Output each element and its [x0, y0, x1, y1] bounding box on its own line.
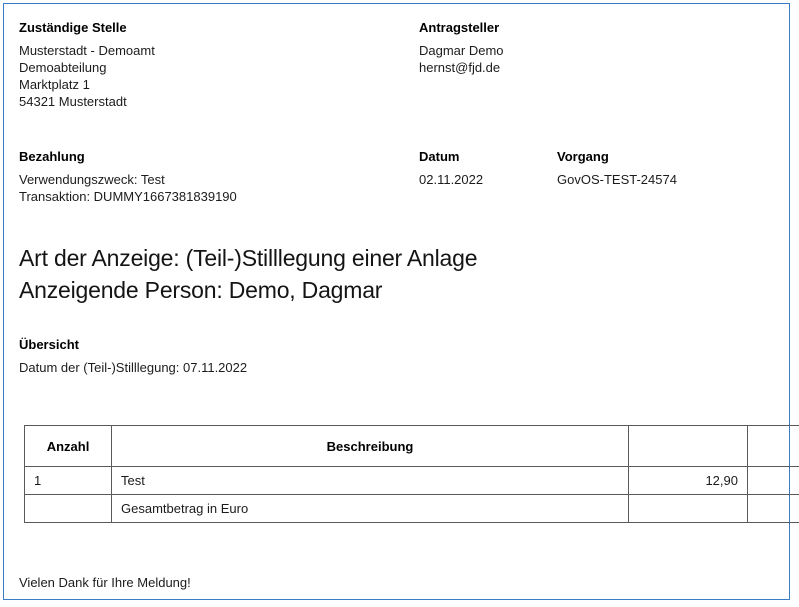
- cell-line-total: 12,90: [747, 466, 799, 495]
- header-description: Beschreibung: [111, 425, 629, 467]
- cell-description: Test: [111, 466, 629, 495]
- case-number: GovOS-TEST-24574: [557, 172, 677, 187]
- date-value: 02.11.2022: [419, 172, 484, 187]
- authority-line-2: Demoabteilung: [19, 60, 107, 75]
- header-quantity: Anzahl: [24, 425, 112, 467]
- date-heading: Datum: [419, 149, 460, 164]
- table-row: 1 Test 12,90 12,90: [24, 466, 799, 495]
- applicant-block: Antragsteller Dagmar Demo hernst@fjd.de: [419, 20, 504, 76]
- document-page: Zuständige Stelle Musterstadt - Demoamt …: [3, 3, 799, 600]
- authority-line-4: 54321 Musterstadt: [19, 94, 127, 109]
- title-line-type: Art der Anzeige: (Teil-)Stilllegung eine…: [19, 245, 478, 271]
- header-unit-price: [628, 425, 748, 467]
- payment-block: Bezahlung Verwendungszweck: Test Transak…: [19, 149, 237, 205]
- table-header-row: Anzahl Beschreibung: [24, 425, 799, 467]
- table-total-row: Gesamtbetrag in Euro 12,90: [24, 494, 799, 523]
- thanks-message: Vielen Dank für Ihre Meldung!: [19, 575, 191, 590]
- total-label: Gesamtbetrag in Euro: [111, 494, 629, 523]
- document-title: Art der Anzeige: (Teil-)Stilllegung eine…: [19, 242, 478, 306]
- authority-line-1: Musterstadt - Demoamt: [19, 43, 155, 58]
- date-block: Datum 02.11.2022: [419, 149, 483, 188]
- total-cell-quantity: [24, 494, 112, 523]
- applicant-heading: Antragsteller: [419, 20, 500, 35]
- header-line-total: [747, 425, 799, 467]
- overview-heading: Übersicht: [19, 337, 79, 352]
- total-cell-unit: [628, 494, 748, 523]
- case-heading: Vorgang: [557, 149, 609, 164]
- authority-block: Zuständige Stelle Musterstadt - Demoamt …: [19, 20, 155, 110]
- cell-quantity: 1: [24, 466, 112, 495]
- applicant-name: Dagmar Demo: [419, 43, 504, 58]
- payment-purpose: Verwendungszweck: Test: [19, 172, 165, 187]
- payment-transaction: Transaktion: DUMMY1667381839190: [19, 189, 237, 204]
- fee-table: Anzahl Beschreibung 1 Test 12,90 12,90 G…: [24, 425, 799, 523]
- authority-heading: Zuständige Stelle: [19, 20, 127, 35]
- fee-table-head: Anzahl Beschreibung: [24, 425, 799, 467]
- overview-block: Übersicht Datum der (Teil-)Stilllegung: …: [19, 337, 247, 376]
- total-amount: 12,90: [747, 494, 799, 523]
- footer-block: Vielen Dank für Ihre Meldung!: [19, 574, 191, 592]
- cell-unit-price: 12,90: [628, 466, 748, 495]
- applicant-email: hernst@fjd.de: [419, 60, 501, 75]
- authority-line-3: Marktplatz 1: [19, 77, 90, 92]
- overview-shutdown-date: Datum der (Teil-)Stilllegung: 07.11.2022: [19, 360, 248, 375]
- title-line-person: Anzeigende Person: Demo, Dagmar: [19, 277, 383, 303]
- payment-heading: Bezahlung: [19, 149, 85, 164]
- fee-table-body: 1 Test 12,90 12,90 Gesamtbetrag in Euro …: [24, 466, 799, 523]
- case-block: Vorgang GovOS-TEST-24574: [557, 149, 677, 188]
